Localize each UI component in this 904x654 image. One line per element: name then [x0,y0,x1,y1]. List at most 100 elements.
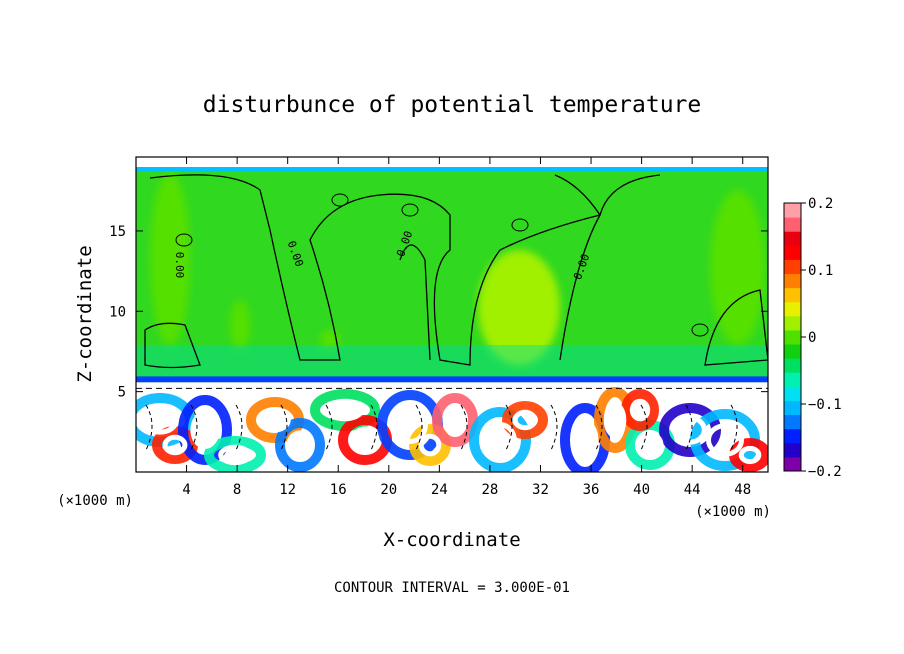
colorbar-swatch [784,301,801,317]
colorbar-swatch [784,456,801,472]
x-tick-label: 44 [684,482,701,498]
turbulence-core [190,411,220,449]
turbulence-core [218,444,252,466]
turbulence-core [673,415,707,445]
transition-band [136,345,768,381]
contour-line [399,244,431,361]
top-edge-band [136,167,768,171]
turbulence-core [392,406,428,444]
turbulence-core [162,434,188,456]
x-tick-label: 28 [481,482,498,498]
contour-line [149,174,661,366]
y-axis: 5 10 15 [109,224,768,401]
contour-loop [175,233,193,247]
colorbar-swatch [784,329,801,345]
turbulence-core [259,407,291,433]
colorbar-swatch [784,245,801,260]
turbulence-blob [409,424,451,466]
field-patch [230,300,250,350]
contour-dashed [595,404,603,451]
x-axis: 4 8 12 16 20 24 28 32 36 40 44 48 [182,157,751,498]
contour-dashed [325,404,333,451]
contour-dashed [370,404,378,451]
colorbar-swatch [784,287,801,303]
colorbar-tick-label: −0.2 [808,464,842,480]
x-tick-label: 16 [330,482,347,498]
field-patch [150,172,190,345]
colorbar-swatch [784,231,801,246]
colorbar-tick-label: 0.1 [808,263,833,279]
contour-interval-note: CONTOUR INTERVAL = 3.000E-01 [334,580,570,596]
turbulence-blob [621,389,659,431]
colorbar-swatch [784,203,801,218]
colorbar-swatch [784,442,801,458]
contour-loop [691,323,709,337]
turbulence-core [442,405,468,435]
x-tick-label: 20 [380,482,397,498]
contour-dashed [415,404,423,451]
contour-dashed [235,404,243,451]
chart-title: disturbunce of potential temperature [203,92,702,118]
contour-dashed [505,404,513,451]
plot-frame [135,156,769,473]
upper-field-variations [150,172,765,365]
colorbar-tick-label: 0.2 [808,196,833,212]
x-tick-label: 36 [583,482,600,498]
temperature-field [136,157,768,472]
contour-line [144,322,201,369]
turbulence-core [603,402,627,438]
turbulence-blob [152,426,198,464]
turbulence-core [512,409,538,431]
x-axis-label: X-coordinate [383,529,520,551]
turbulence-blob [729,438,768,472]
turbulence-core [706,423,744,457]
colorbar-tick-label: 0 [808,330,816,346]
contour-loop [401,203,419,217]
turbulence-blob [275,418,325,472]
contour-loop [511,218,529,232]
turbulence-core [629,398,651,422]
colorbar-swatch [784,372,801,387]
colorbar: 0.2 0.1 0 −0.1 −0.2 [783,196,842,480]
turbulence-blob [469,407,531,472]
contour-loop [331,193,349,207]
field-patch [710,190,765,345]
turbulence-blob [204,436,266,472]
x-tick-label: 4 [182,482,190,498]
turbulence-core [350,426,380,454]
contour-dashed [550,404,558,451]
turbulence-core [326,398,364,422]
turbulence-core [571,419,599,461]
turbulence-core [141,405,179,435]
x-tick-label: 48 [734,482,751,498]
y-tick-label: 5 [118,385,126,401]
y-tick-label: 10 [109,304,126,320]
contour-dashed [640,404,648,451]
colorbar-swatch [784,414,801,430]
contour-dashed [685,404,693,451]
x-tick-label: 12 [279,482,296,498]
y-axis-label: Z-coordinate [74,245,96,382]
turbulence-core [738,445,762,465]
colorbar-swatch [784,400,801,416]
x-tick-label: 40 [633,482,650,498]
contour-dashed [190,404,198,451]
contour-dashed [145,404,153,451]
y-unit-label: (×1000 m) [57,493,133,509]
contour-line [704,289,768,366]
colorbar-swatch [784,315,801,331]
turbulence-core [483,422,517,458]
x-tick-label: 24 [431,482,448,498]
colorbar-swatch [784,217,801,232]
x-tick-label: 8 [233,482,241,498]
turbulence-blob [502,401,548,439]
inversion-band [136,376,768,383]
colorbar-swatch [784,273,801,289]
y-tick-label: 15 [109,224,126,240]
contour-dashed [460,404,468,451]
turbulence-blob [432,393,478,447]
x-unit-label: (×1000 m) [695,504,771,520]
colorbar-swatch [784,428,801,444]
contour-dashed [730,404,738,451]
